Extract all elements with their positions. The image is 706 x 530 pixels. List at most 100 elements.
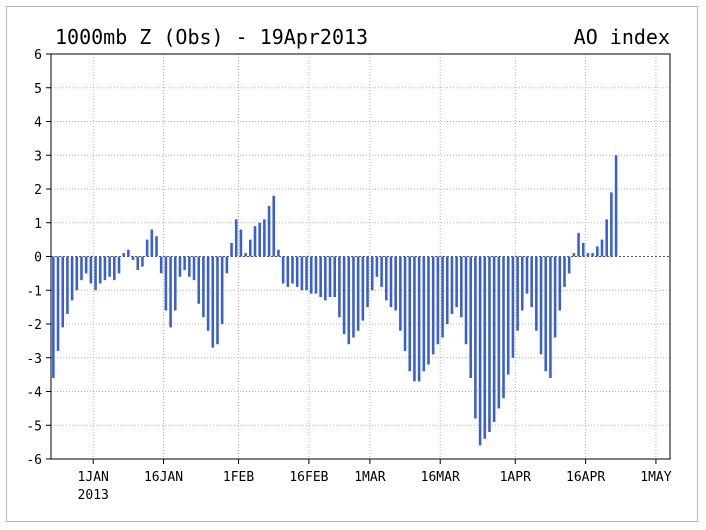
bar <box>520 256 524 311</box>
bar <box>544 256 548 372</box>
y-axis: -6 -5 -4 -3 -2 -1 0 1 2 3 4 5 6 <box>26 48 51 468</box>
bar <box>385 256 388 301</box>
bar <box>234 219 238 257</box>
bar <box>356 256 360 331</box>
bar <box>436 256 440 345</box>
x-tick-year-label: 2013 <box>78 488 109 503</box>
bar <box>52 256 55 378</box>
bar <box>539 256 543 355</box>
bar <box>136 256 140 270</box>
bar <box>610 192 613 257</box>
bar <box>596 246 599 257</box>
bar <box>211 256 215 348</box>
bar <box>450 256 454 314</box>
bar <box>497 256 501 409</box>
y-tick-label: 6 <box>34 48 42 63</box>
bar <box>113 256 116 281</box>
bar <box>89 256 93 284</box>
bar <box>94 256 97 291</box>
bar <box>506 256 510 375</box>
x-tick-label: 16APR <box>566 470 605 485</box>
bar <box>389 256 393 308</box>
bar <box>549 256 552 378</box>
ao-index-chart: -6 -5 -4 -3 -2 -1 0 1 2 3 4 5 6 1JAN 2013 16JAN 1FEB 16F… <box>26 25 671 503</box>
y-tick-label: -4 <box>26 386 42 401</box>
bar <box>478 256 482 446</box>
bar <box>188 256 191 277</box>
bar <box>202 256 205 318</box>
bar <box>535 256 538 331</box>
bar <box>319 256 322 297</box>
bar <box>258 222 261 257</box>
bar <box>342 256 346 335</box>
bar <box>375 256 379 277</box>
bar <box>399 256 402 331</box>
y-tick-label: -3 <box>26 352 42 367</box>
bar <box>66 256 69 314</box>
y-tick-label: 1 <box>34 217 42 232</box>
bar <box>127 249 130 257</box>
y-tick-label: 0 <box>34 251 42 266</box>
bar <box>324 256 327 301</box>
bar <box>295 256 299 287</box>
x-tick-label: 1JAN <box>78 470 109 485</box>
bar <box>164 256 168 311</box>
bar <box>272 195 276 257</box>
bar <box>197 256 201 304</box>
x-tick-label: 16JAN <box>144 470 183 485</box>
bar <box>192 256 196 281</box>
bar <box>553 256 557 338</box>
bar <box>225 256 229 274</box>
bar <box>98 256 102 284</box>
bar <box>244 253 247 257</box>
bar <box>352 256 355 338</box>
y-tick-label: 2 <box>34 183 42 198</box>
bar <box>431 256 435 355</box>
bar <box>441 256 444 338</box>
bar <box>347 256 351 345</box>
bar <box>427 256 430 365</box>
bar <box>173 256 177 311</box>
bar <box>305 256 308 291</box>
bar <box>600 239 604 257</box>
bar <box>563 256 566 287</box>
bar <box>370 256 374 291</box>
bar <box>286 256 290 287</box>
bar <box>591 253 594 257</box>
bar <box>422 256 426 372</box>
bar <box>131 256 135 260</box>
x-tick-label: 16MAR <box>421 470 460 485</box>
bar <box>300 256 304 291</box>
bar <box>530 256 533 308</box>
bar <box>263 219 266 257</box>
bar <box>567 256 571 274</box>
bar <box>483 256 487 439</box>
x-tick-label: 1MAY <box>640 470 671 485</box>
bar <box>253 226 257 257</box>
bar <box>150 229 154 257</box>
bar <box>502 256 505 399</box>
bar <box>572 253 576 257</box>
bar <box>159 256 163 274</box>
bar <box>80 256 83 281</box>
bar <box>169 256 172 328</box>
bar <box>56 256 60 351</box>
bar <box>492 256 496 422</box>
bar <box>474 256 477 419</box>
bar <box>581 243 585 257</box>
bar <box>413 256 416 382</box>
bar <box>394 256 397 311</box>
y-tick-label: -5 <box>26 419 42 434</box>
y-tick-label: 4 <box>34 116 42 131</box>
bar <box>178 256 182 277</box>
bar <box>267 205 271 257</box>
bar <box>239 229 243 257</box>
x-tick-label: 1APR <box>500 470 531 485</box>
bar <box>445 256 449 324</box>
bar <box>516 256 519 331</box>
y-tick-label: -6 <box>26 453 42 468</box>
bar <box>84 256 88 274</box>
bar <box>403 256 407 351</box>
bar <box>469 256 472 378</box>
x-tick-label: 1FEB <box>223 470 254 485</box>
